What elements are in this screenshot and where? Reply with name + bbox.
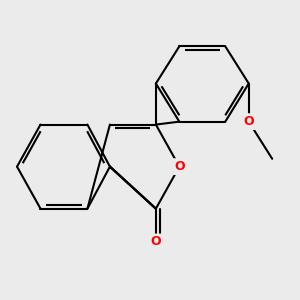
Text: O: O bbox=[151, 236, 161, 248]
Text: O: O bbox=[243, 115, 254, 128]
Text: O: O bbox=[174, 160, 184, 173]
